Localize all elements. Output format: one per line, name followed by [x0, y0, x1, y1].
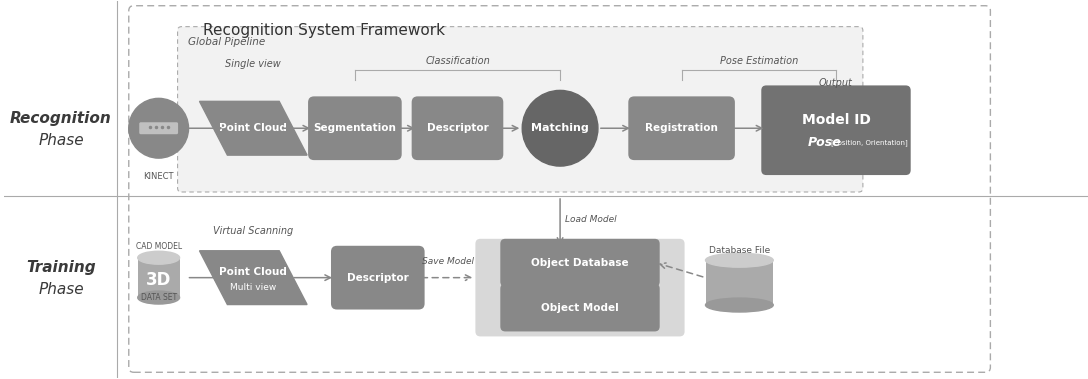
- Text: Global Pipeline: Global Pipeline: [187, 37, 264, 47]
- Text: Object Model: Object Model: [541, 302, 619, 313]
- Text: 3D: 3D: [146, 271, 171, 289]
- Text: Recognition: Recognition: [10, 111, 112, 126]
- Text: Phase: Phase: [38, 133, 84, 148]
- Text: Segmentation: Segmentation: [313, 123, 396, 133]
- FancyBboxPatch shape: [628, 96, 734, 160]
- Text: Phase: Phase: [38, 282, 84, 297]
- Text: [Position, Orientation]: [Position, Orientation]: [831, 139, 907, 146]
- FancyBboxPatch shape: [139, 122, 178, 134]
- FancyBboxPatch shape: [308, 96, 401, 160]
- Text: Descriptor: Descriptor: [347, 273, 409, 283]
- Ellipse shape: [138, 291, 180, 304]
- Ellipse shape: [705, 298, 774, 312]
- Text: Pose: Pose: [808, 136, 842, 149]
- Text: Output: Output: [819, 78, 853, 88]
- FancyBboxPatch shape: [475, 239, 684, 337]
- Text: Point Cloud: Point Cloud: [220, 123, 287, 133]
- Text: DATA SET: DATA SET: [140, 293, 176, 302]
- FancyBboxPatch shape: [331, 246, 424, 310]
- Text: Multi view: Multi view: [231, 283, 276, 292]
- Circle shape: [128, 99, 188, 158]
- FancyBboxPatch shape: [500, 239, 659, 287]
- FancyBboxPatch shape: [177, 27, 863, 192]
- Text: Single view: Single view: [225, 58, 281, 69]
- Polygon shape: [199, 101, 307, 155]
- Text: Recognition System Framework: Recognition System Framework: [203, 23, 445, 38]
- FancyBboxPatch shape: [500, 283, 659, 332]
- Ellipse shape: [138, 251, 180, 264]
- FancyBboxPatch shape: [411, 96, 504, 160]
- Text: Point Cloud: Point Cloud: [220, 267, 287, 277]
- Text: Descriptor: Descriptor: [426, 123, 489, 133]
- Text: Classification: Classification: [425, 56, 490, 66]
- Bar: [705, 260, 774, 305]
- Text: Database File: Database File: [708, 246, 770, 255]
- Text: Model ID: Model ID: [802, 113, 870, 127]
- Text: CAD MODEL: CAD MODEL: [136, 242, 182, 251]
- Text: Virtual Scanning: Virtual Scanning: [213, 226, 294, 236]
- Polygon shape: [199, 251, 307, 305]
- Text: Load Model: Load Model: [565, 215, 617, 224]
- Text: Pose Estimation: Pose Estimation: [719, 56, 798, 66]
- FancyBboxPatch shape: [762, 85, 911, 175]
- Circle shape: [522, 90, 598, 166]
- Text: Registration: Registration: [645, 123, 718, 133]
- Text: Save Model: Save Model: [421, 257, 473, 266]
- Bar: [138, 258, 180, 298]
- Text: KINECT: KINECT: [144, 172, 174, 181]
- Text: Matching: Matching: [531, 123, 589, 133]
- Text: Training: Training: [26, 260, 96, 275]
- Text: Object Database: Object Database: [531, 258, 629, 268]
- Ellipse shape: [705, 253, 774, 267]
